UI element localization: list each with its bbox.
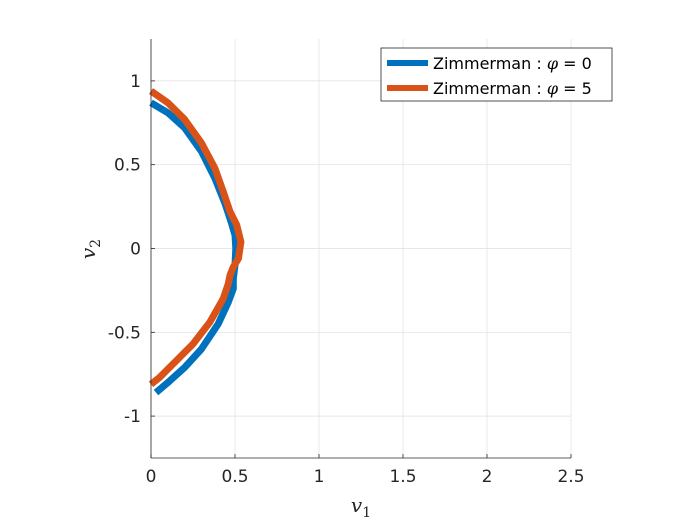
legend-label-1: Zimmerman : φ = 5 (433, 79, 592, 98)
y-tick-label-2: 0 (130, 240, 141, 260)
y-axis-label: v2 (76, 239, 104, 259)
y-tick-label-0: -1 (124, 407, 141, 427)
tick-labels: 0 0.5 1 1.5 2 2.5 -1 -0.5 0 0.5 1 (108, 72, 585, 487)
axes (150, 39, 572, 459)
x-tick-label-5: 2.5 (557, 467, 584, 487)
series-line-1 (148, 88, 245, 388)
y-tick-label-4: 1 (130, 72, 141, 92)
legend-box (380, 47, 613, 102)
x-tick-label-3: 1.5 (389, 467, 416, 487)
x-tick-label-1: 0.5 (221, 467, 248, 487)
legend-label-0: Zimmerman : φ = 0 (433, 54, 592, 73)
y-tick-label-3: 0.5 (114, 156, 141, 176)
x-tick-label-2: 1 (314, 467, 325, 487)
x-axis-label: v1 (351, 493, 371, 521)
y-tick-label-1: -0.5 (108, 323, 141, 343)
x-tick-label-4: 2 (482, 467, 493, 487)
legend: Zimmerman : φ = 0 Zimmerman : φ = 5 (380, 47, 613, 102)
x-tick-label-0: 0 (146, 467, 157, 487)
series-group (148, 88, 245, 396)
